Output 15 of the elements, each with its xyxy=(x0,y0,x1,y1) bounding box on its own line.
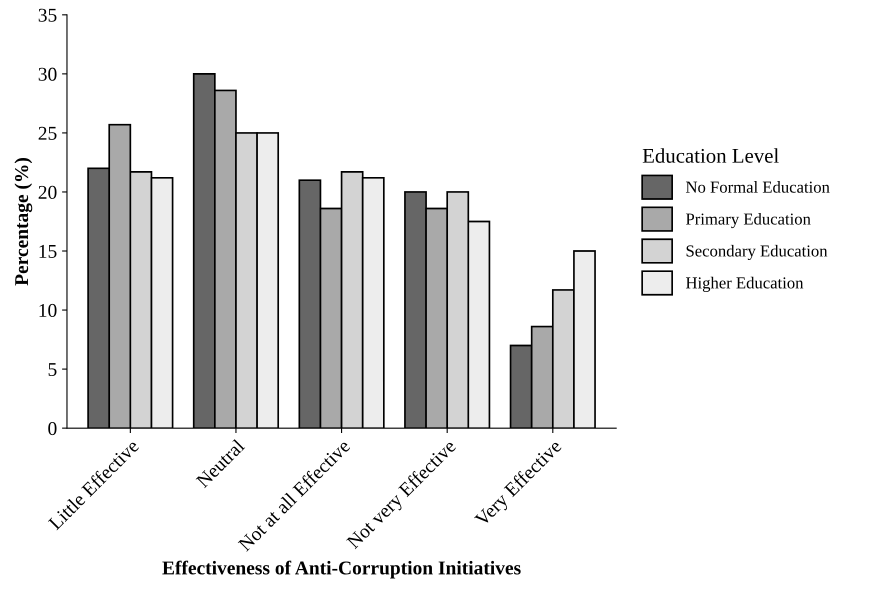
y-tick-label: 0 xyxy=(48,422,57,436)
y-tick-label: 5 xyxy=(48,363,56,376)
y-axis-title: Percentage (%) xyxy=(14,158,32,286)
legend-label: Secondary Education xyxy=(686,244,828,260)
y-tick-label: 20 xyxy=(38,186,57,199)
y-tick-label: 30 xyxy=(38,68,57,81)
y-tick-label: 35 xyxy=(38,8,56,22)
y-tick-label: 25 xyxy=(38,126,56,140)
y-tick-label: 10 xyxy=(40,304,57,317)
y-tick-label: 15 xyxy=(40,244,56,258)
legend-label: No Formal Education xyxy=(686,181,830,193)
legend-title: Education Level xyxy=(642,148,779,163)
legend-label: Higher Education xyxy=(686,276,804,292)
x-axis-title: Effectiveness of Anti-Corruption Initiatives xyxy=(162,560,521,578)
legend-label: Primary Education xyxy=(686,212,811,228)
